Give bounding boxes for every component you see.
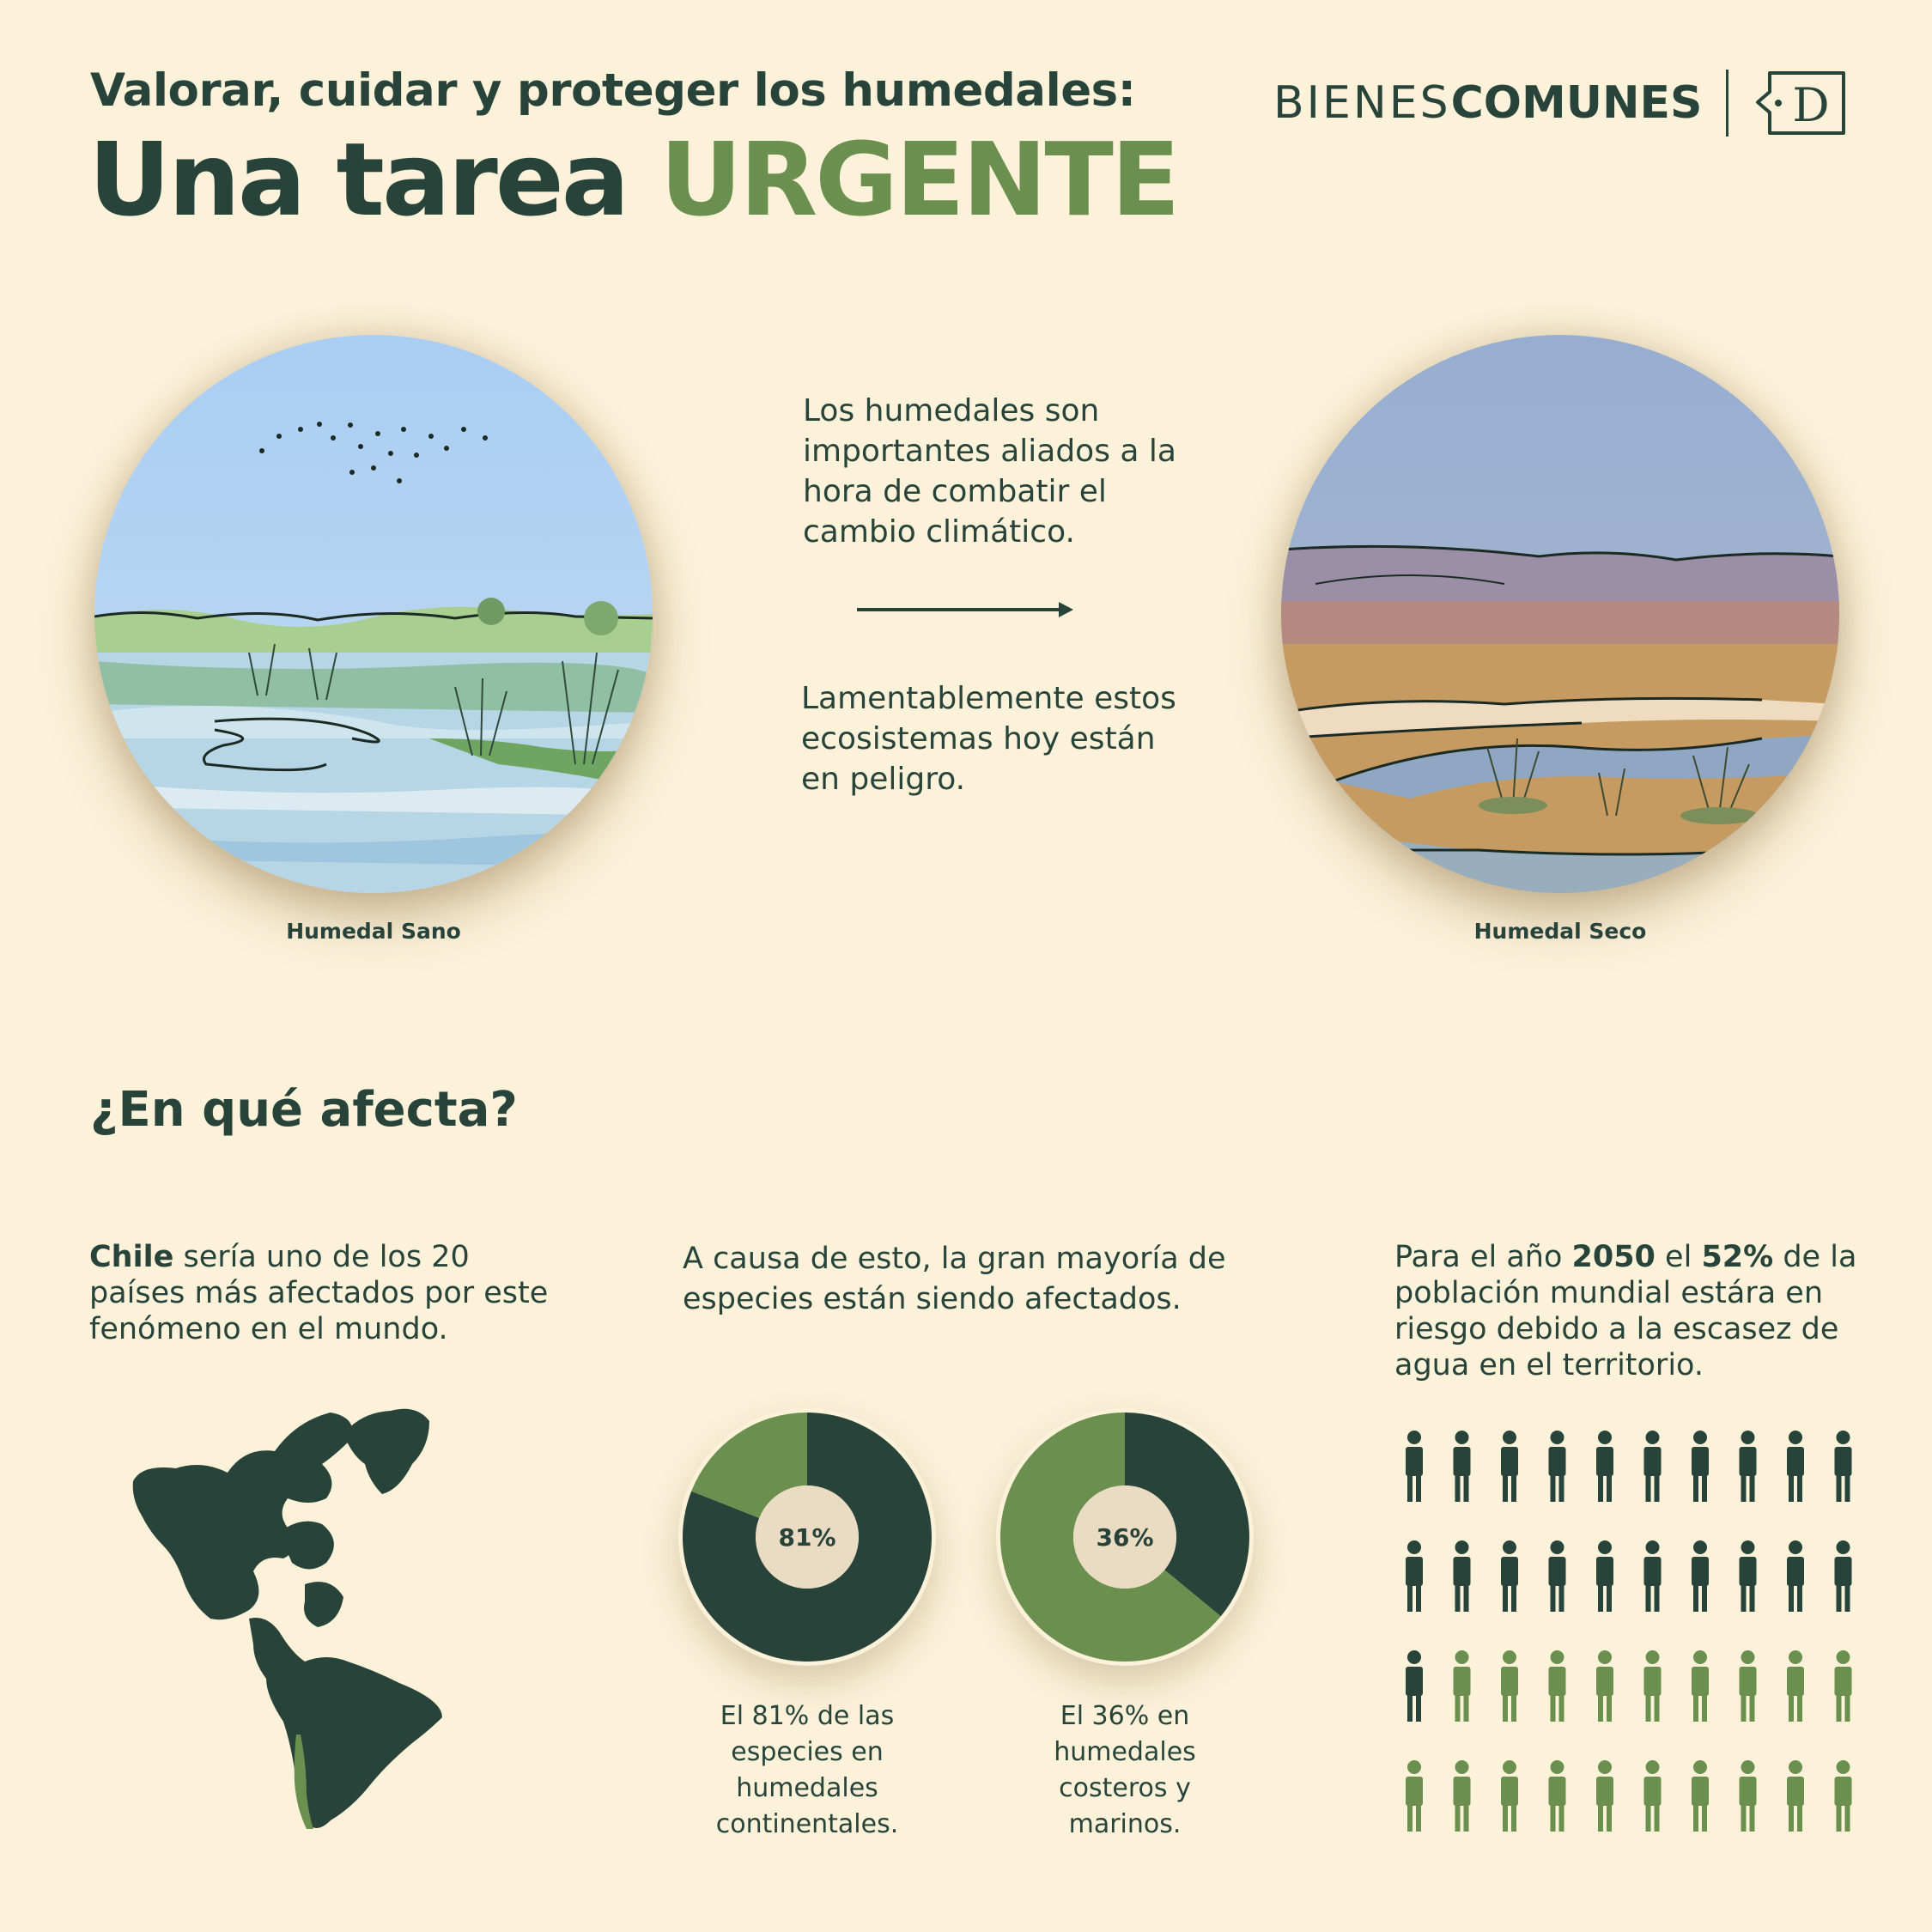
donut-coastal-caption: El 36% en humedales costeros y marinos. — [1054, 1701, 1196, 1839]
section-title: ¿En qué afecta? — [90, 1082, 518, 1138]
donut-hole — [756, 1485, 859, 1589]
person-icon — [1739, 1431, 1757, 1502]
healthy-wetland-caption: Humedal Sano — [286, 919, 461, 944]
healthy-wetland-illustration — [94, 335, 653, 893]
person-icon — [1692, 1540, 1709, 1612]
person-icon — [1643, 1650, 1662, 1722]
person-icon — [1834, 1650, 1852, 1722]
chile-impact-text: Chile sería uno de los 20 países más afe… — [89, 1239, 570, 1347]
brand-name-bold: COMUNES — [1450, 77, 1703, 129]
headline-main: Una tarea — [88, 120, 660, 239]
person-icon — [1692, 1431, 1709, 1502]
person-icon — [1453, 1540, 1471, 1612]
donut-value-slice — [1125, 1413, 1249, 1617]
person-icon — [1834, 1540, 1852, 1612]
dry-wetland-caption: Humedal Seco — [1473, 919, 1647, 944]
person-icon — [1406, 1540, 1423, 1612]
person-icon — [1787, 1650, 1804, 1722]
person-icon — [1406, 1650, 1423, 1722]
brand-d-icon: D — [1756, 71, 1846, 135]
donut-rest-slice — [691, 1413, 807, 1518]
person-icon — [1548, 1760, 1566, 1832]
person-icon — [1406, 1431, 1423, 1502]
donut-chart-coastal-svg — [1000, 1413, 1249, 1662]
americas-map-icon — [132, 1408, 442, 1829]
person-icon — [1453, 1431, 1471, 1502]
brand-name-light: BIENES — [1273, 77, 1451, 129]
donut-coastal-label: 36% — [1096, 1522, 1154, 1552]
population-risk-text: Para el año 2050 el 52% de la población … — [1394, 1239, 1858, 1383]
donut-value-slice — [683, 1413, 932, 1662]
arrow-right-icon — [857, 602, 1073, 617]
person-icon — [1643, 1760, 1662, 1832]
brand-divider — [1726, 70, 1729, 137]
donut-continental-caption: El 81% de las especies en humedales cont… — [715, 1701, 899, 1839]
person-icon — [1548, 1431, 1566, 1502]
pop-year: 2050 — [1571, 1240, 1656, 1274]
person-icon — [1739, 1760, 1757, 1832]
person-icon — [1548, 1540, 1566, 1612]
person-icon — [1739, 1540, 1757, 1612]
person-icon — [1453, 1760, 1471, 1832]
person-icon — [1596, 1650, 1613, 1722]
person-icon — [1501, 1540, 1518, 1612]
person-icon — [1692, 1760, 1709, 1832]
person-icon — [1787, 1431, 1804, 1502]
pop-percent: 52% — [1701, 1240, 1774, 1274]
donut-hole — [1073, 1485, 1176, 1589]
chile-bold: Chile — [89, 1240, 174, 1274]
donut-chart-continental: 81% — [678, 1408, 936, 1666]
person-icon — [1834, 1760, 1852, 1832]
kicker-title: Valorar, cuidar y proteger los humedales… — [90, 64, 1136, 117]
person-icon — [1548, 1650, 1566, 1722]
pop-text-3: de la población mundial estára en riesgo… — [1394, 1240, 1857, 1382]
pop-text-1: Para el año — [1394, 1240, 1572, 1274]
donut-chart-continental-svg — [683, 1413, 932, 1662]
species-impact-text: A causa de esto, la gran mayoría de espe… — [683, 1242, 1226, 1316]
person-icon — [1596, 1540, 1613, 1612]
person-icon — [1596, 1431, 1613, 1502]
headline-accent: URGENTE — [659, 120, 1181, 239]
brand-d-letter: D — [1793, 78, 1830, 132]
person-icon — [1501, 1650, 1518, 1722]
dry-wetland-illustration — [1281, 335, 1839, 893]
person-icon — [1692, 1650, 1709, 1722]
person-icon — [1501, 1760, 1518, 1832]
person-icon — [1739, 1650, 1757, 1722]
donut-rest-slice — [1000, 1413, 1221, 1662]
intro-text-danger: Lamentablemente estos ecosistemas hoy es… — [801, 681, 1176, 797]
intro-text-allies: Los humedales son importantes aliados a … — [803, 393, 1176, 550]
population-pictogram — [1406, 1431, 1852, 1832]
person-icon — [1787, 1540, 1804, 1612]
person-icon — [1501, 1431, 1518, 1502]
pop-text-2: el — [1655, 1240, 1702, 1274]
person-icon — [1406, 1760, 1423, 1832]
person-icon — [1453, 1650, 1471, 1722]
person-icon — [1596, 1760, 1613, 1832]
chile-text: sería uno de los 20 países más afectados… — [89, 1240, 549, 1346]
person-icon — [1643, 1540, 1662, 1612]
person-icon — [1787, 1760, 1804, 1832]
person-icon — [1834, 1431, 1852, 1502]
donut-chart-coastal: 36% — [996, 1408, 1254, 1666]
headline: Una tarea URGENTE — [88, 129, 1181, 230]
person-icon — [1643, 1431, 1662, 1502]
brand-logo: BIENES COMUNES D — [1273, 69, 1849, 137]
donut-continental-label: 81% — [778, 1522, 836, 1552]
